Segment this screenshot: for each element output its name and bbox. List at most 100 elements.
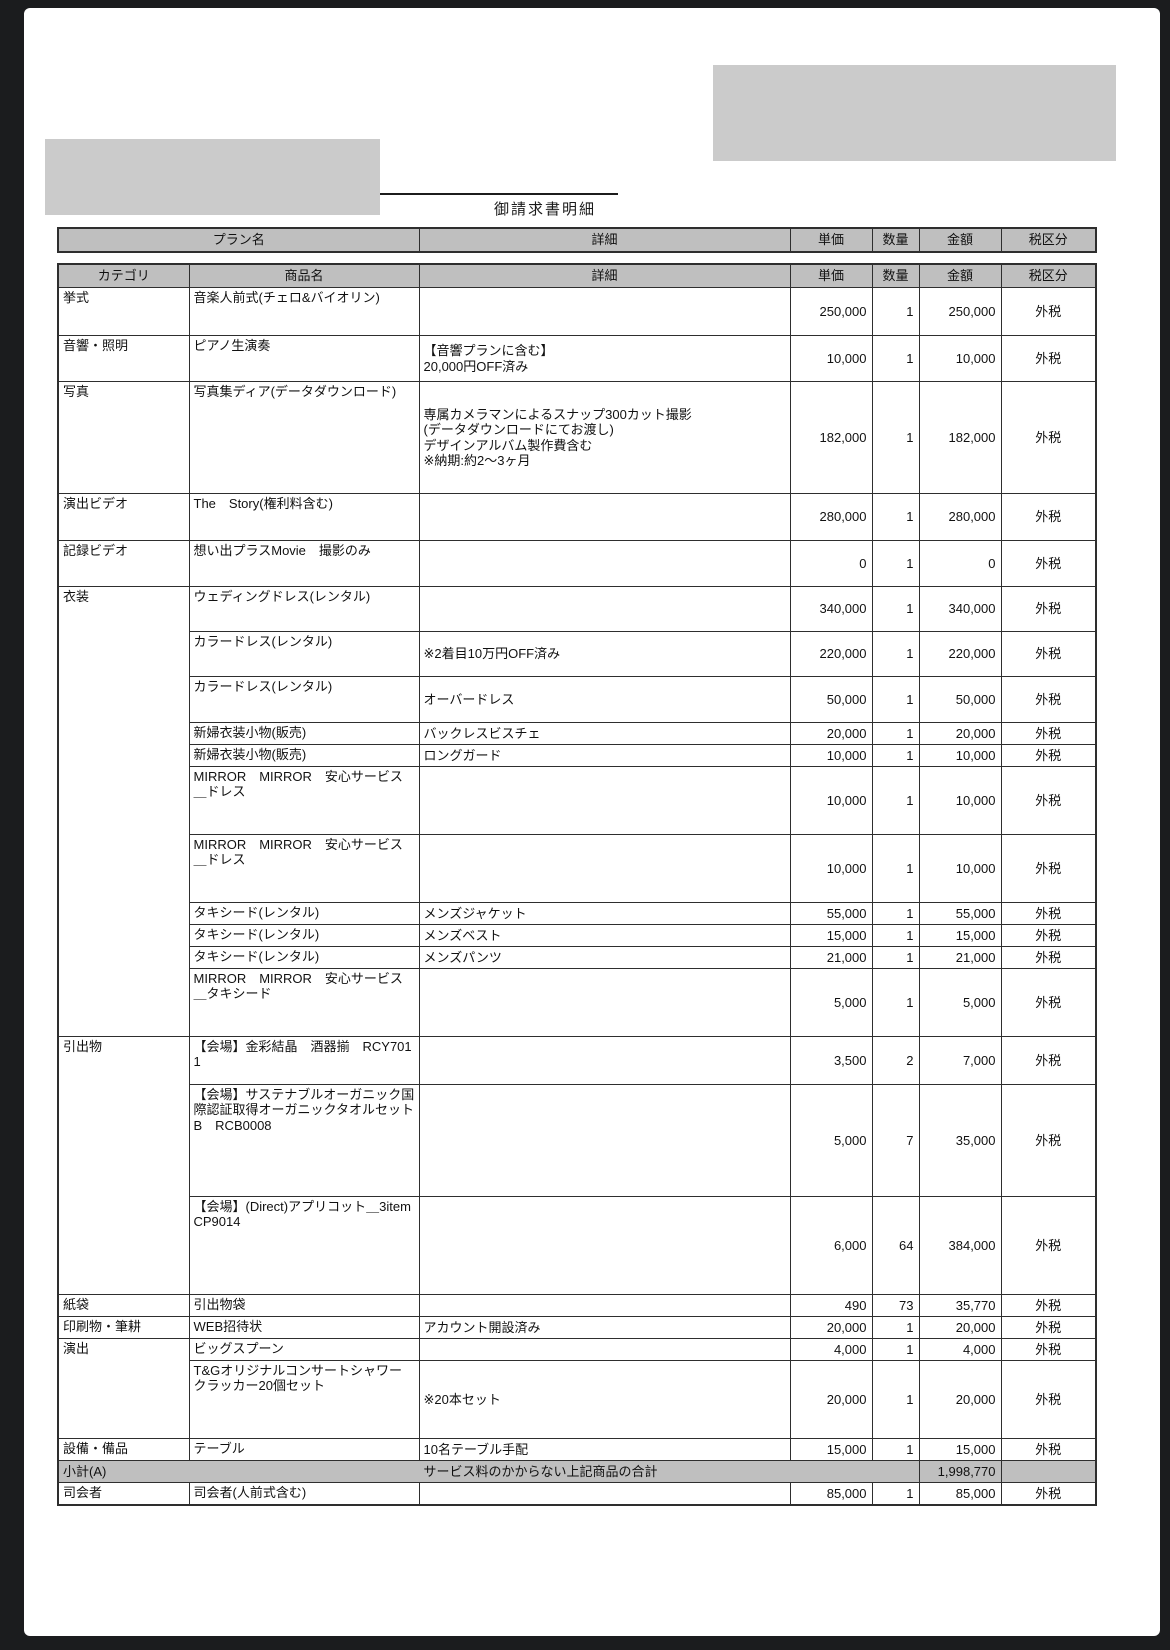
plan-column-header: プラン名	[57, 227, 420, 253]
item-name-cell: T&Gオリジナルコンサートシャワークラッカー20個セット	[188, 1360, 420, 1439]
amount-cell: 250,000	[918, 287, 1002, 336]
tax-type-cell: 外税	[1000, 1316, 1097, 1339]
amount-cell: 7,000	[918, 1036, 1002, 1085]
items-column-header: 数量	[871, 263, 920, 288]
tax-type-cell: 外税	[1000, 335, 1097, 382]
quantity-cell: 1	[871, 335, 920, 382]
item-detail-cell: ※20本セット	[418, 1360, 791, 1439]
quantity-cell: 1	[871, 766, 920, 835]
tax-type-cell: 外税	[1000, 1438, 1097, 1461]
invoice-page: 御請求書明細 プラン名 詳細 単価 数量 金額 税区分 カテゴリ 商品名 詳細 単価 数量 金額 税区…	[24, 8, 1160, 1636]
quantity-cell: 1	[871, 968, 920, 1037]
amount-cell: 20,000	[918, 1316, 1002, 1339]
tax-type-cell: 外税	[1000, 381, 1097, 494]
item-row: MIRROR MIRROR 安心サービス ＿ドレス 10,000 1 10,000 外税	[58, 834, 1097, 903]
tax-type-cell: 外税	[1000, 1084, 1097, 1197]
unit-price-cell: 5,000	[789, 1084, 873, 1197]
document-title: 御請求書明細	[493, 201, 596, 218]
item-name-cell: MIRROR MIRROR 安心サービス ＿タキシード	[188, 968, 420, 1037]
item-name-cell: 新婦衣装小物(販売)	[188, 722, 420, 745]
item-detail-cell: アカウント開設済み	[418, 1316, 791, 1339]
tax-type-cell: 外税	[1000, 834, 1097, 903]
item-name-cell: ピアノ生演奏	[188, 335, 420, 382]
amount-cell: 15,000	[918, 924, 1002, 947]
item-name-cell: 引出物袋	[188, 1294, 420, 1317]
tax-type-cell: 外税	[1000, 540, 1097, 587]
amount-cell: 384,000	[918, 1196, 1002, 1295]
unit-price-cell: 10,000	[789, 834, 873, 903]
item-detail-cell: ※2着目10万円OFF済み	[418, 631, 791, 677]
category-cell: 挙式	[57, 287, 190, 336]
quantity-cell: 1	[871, 1482, 920, 1505]
plan-header-table: プラン名 詳細 単価 数量 金額 税区分	[57, 227, 1097, 253]
amount-cell: 340,000	[918, 586, 1002, 632]
unit-price-cell: 10,000	[789, 766, 873, 835]
item-detail-cell	[418, 540, 791, 587]
items-column-header: 税区分	[1000, 263, 1097, 288]
item-detail-cell: ロングガード	[418, 744, 791, 767]
item-name-cell: 音楽人前式(チェロ&バイオリン)	[188, 287, 420, 336]
unit-price-cell: 182,000	[789, 381, 873, 494]
item-row: 演出ビデオ The Story(権利料含む) 280,000 1 280,000 外税	[57, 493, 1097, 541]
item-row: 挙式 音楽人前式(チェロ&バイオリン) 250,000 1 250,000 外税	[57, 287, 1097, 336]
unit-price-cell: 10,000	[789, 744, 873, 767]
item-row: 【会場】サステナブルオーガニック国際認証取得オーガニックタオルセットB RCB0…	[58, 1084, 1097, 1197]
amount-cell: 20,000	[918, 1360, 1002, 1439]
unit-price-cell: 20,000	[789, 1316, 873, 1339]
unit-price-cell: 340,000	[789, 586, 873, 632]
amount-cell: 85,000	[918, 1482, 1002, 1505]
category-cell: 写真	[57, 381, 190, 494]
unit-price-cell: 4,000	[789, 1338, 873, 1361]
quantity-cell: 1	[871, 1360, 920, 1439]
subtotal-tax-cell	[1000, 1460, 1097, 1483]
tax-type-cell: 外税	[1000, 287, 1097, 336]
item-row: カラードレス(レンタル) オーバードレス 50,000 1 50,000 外税	[58, 676, 1097, 723]
tax-type-cell: 外税	[1000, 1338, 1097, 1361]
quantity-cell: 73	[871, 1294, 920, 1317]
amount-cell: 220,000	[918, 631, 1002, 677]
item-name-cell: タキシード(レンタル)	[188, 946, 420, 969]
quantity-cell: 1	[871, 493, 920, 541]
tax-type-cell: 外税	[1000, 968, 1097, 1037]
item-row: 新婦衣装小物(販売) ロングガード 10,000 1 10,000 外税	[58, 744, 1097, 767]
amount-cell: 4,000	[918, 1338, 1002, 1361]
items-column-header: 単価	[789, 263, 873, 288]
item-detail-cell	[418, 287, 791, 336]
unit-price-cell: 21,000	[789, 946, 873, 969]
item-row: MIRROR MIRROR 安心サービス ＿ドレス 10,000 1 10,000 外税	[58, 766, 1097, 835]
subtotal-description-cell: サービス料のかからない上記商品の合計	[418, 1460, 920, 1483]
amount-cell: 35,770	[918, 1294, 1002, 1317]
item-name-cell: 【会場】(Direct)アプリコット＿3item CP9014	[188, 1196, 420, 1295]
category-cell: 引出物	[57, 1036, 190, 1295]
tax-type-cell: 外税	[1000, 722, 1097, 745]
amount-cell: 0	[918, 540, 1002, 587]
item-row: 印刷物・筆耕 WEB招待状 アカウント開設済み 20,000 1 20,000 外税	[57, 1316, 1097, 1339]
category-cell: 演出	[57, 1338, 190, 1439]
item-row: タキシード(レンタル) メンズパンツ 21,000 1 21,000 外税	[58, 946, 1097, 969]
item-detail-cell	[418, 1482, 791, 1505]
item-name-cell: カラードレス(レンタル)	[188, 631, 420, 677]
amount-cell: 50,000	[918, 676, 1002, 723]
item-name-cell: テーブル	[188, 1438, 420, 1461]
unit-price-cell: 50,000	[789, 676, 873, 723]
items-column-header: 商品名	[188, 263, 420, 288]
quantity-cell: 1	[871, 287, 920, 336]
category-cell: 紙袋	[57, 1294, 190, 1317]
unit-price-cell: 490	[789, 1294, 873, 1317]
unit-price-cell: 15,000	[789, 924, 873, 947]
category-cell: 記録ビデオ	[57, 540, 190, 587]
subtotal-row: 小計(A) サービス料のかからない上記商品の合計 1,998,770	[57, 1460, 1097, 1483]
item-row: 写真 写真集ディア(データダウンロード) 専属カメラマンによるスナップ300カット撮…	[57, 381, 1097, 494]
item-detail-cell	[418, 1036, 791, 1085]
unit-price-cell: 20,000	[789, 722, 873, 745]
tax-type-cell: 外税	[1000, 1360, 1097, 1439]
items-column-header: 金額	[918, 263, 1002, 288]
item-row: MIRROR MIRROR 安心サービス ＿タキシード 5,000 1 5,000 外税	[58, 968, 1097, 1037]
item-name-cell: 【会場】サステナブルオーガニック国際認証取得オーガニックタオルセットB RCB0…	[188, 1084, 420, 1197]
item-row: 司会者 司会者(人前式含む) 85,000 1 85,000 外税	[57, 1482, 1097, 1505]
item-row: 音響・照明 ピアノ生演奏 【音響プランに含む】 20,000円OFF済み 10,000…	[57, 335, 1097, 382]
unit-price-cell: 10,000	[789, 335, 873, 382]
item-name-cell: ウェディングドレス(レンタル)	[188, 586, 420, 632]
item-detail-cell: 【音響プランに含む】 20,000円OFF済み	[418, 335, 791, 382]
tax-type-cell: 外税	[1000, 946, 1097, 969]
